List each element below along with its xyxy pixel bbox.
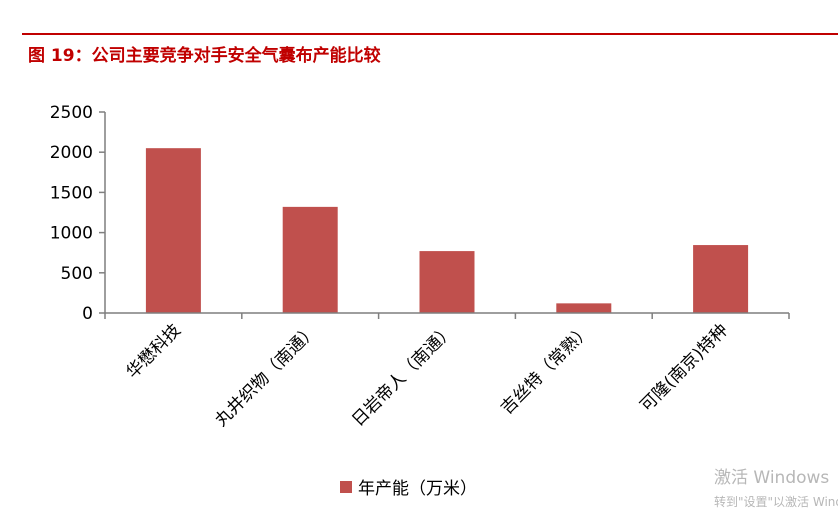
x-tick-label: 可隆(南京)特种 (636, 320, 732, 416)
y-tick-label: 1000 (50, 224, 93, 244)
bars (145, 148, 749, 313)
x-tick-label: 丸井织物（南通） (211, 320, 321, 430)
legend: 年产能（万米） (340, 474, 477, 499)
windows-activation-watermark: 激活 Windows 转到"设置"以激活 Windows。 (714, 463, 838, 510)
y-axis-ticks: 0 500 1000 1500 2000 2500 (50, 103, 105, 324)
x-tick-label: 日岩帝人（南通） (348, 320, 458, 430)
watermark-line2: 转到"设置"以激活 Windows。 (714, 495, 838, 509)
y-tick-label: 1500 (50, 183, 93, 203)
y-tick-label: 500 (61, 264, 93, 284)
y-tick-label: 2000 (50, 143, 93, 163)
y-tick-label: 2500 (50, 103, 93, 123)
bar (282, 206, 338, 313)
title-rule (22, 33, 838, 35)
bar (145, 148, 201, 313)
y-tick-label: 0 (82, 304, 93, 324)
legend-swatch (340, 480, 352, 493)
x-tick-label: 吉丝特（常熟） (496, 320, 595, 419)
bar-chart: 0 500 1000 1500 2000 2500 华懋科技 丸井织物（南通） 日岩帝人（南通… (50, 103, 790, 431)
bar (693, 245, 749, 313)
bar (419, 251, 475, 313)
watermark-line1: 激活 Windows (714, 468, 830, 488)
bar (556, 303, 612, 313)
x-tick-label: 华懋科技 (123, 320, 185, 382)
figure-title: 图 19：公司主要竞争对手安全气囊布产能比较 (28, 46, 381, 66)
x-axis-ticks: 华懋科技 丸井织物（南通） 日岩帝人（南通） 吉丝特（常熟） 可隆(南京)特种 (104, 313, 790, 431)
legend-label: 年产能（万米） (358, 479, 477, 499)
